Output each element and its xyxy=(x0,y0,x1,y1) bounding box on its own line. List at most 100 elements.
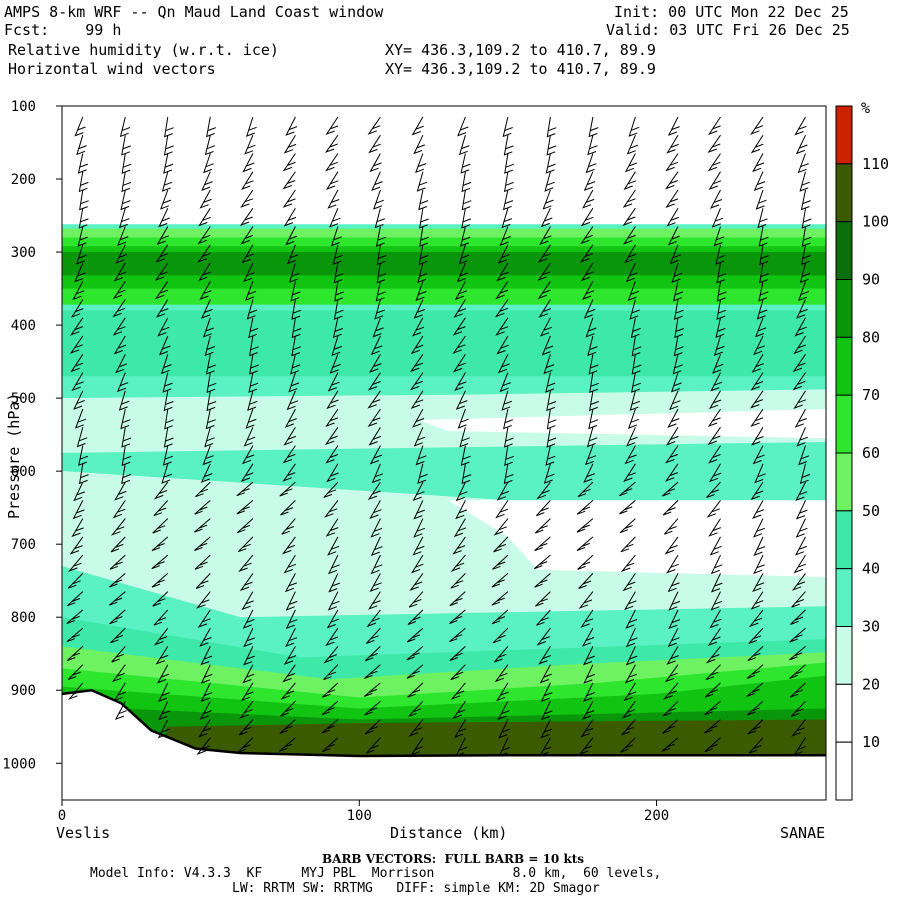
wind-barb xyxy=(238,719,254,736)
wind-barb xyxy=(801,208,812,229)
colorbar-swatch xyxy=(835,105,853,165)
wind-barb xyxy=(202,445,214,466)
wind-barb xyxy=(110,627,126,644)
wind-barb xyxy=(671,372,682,393)
wind-barb xyxy=(753,335,765,356)
y-tick-label: 100 xyxy=(11,99,36,115)
wind-barb xyxy=(121,445,132,466)
wind-barb xyxy=(622,189,636,208)
colorbar-swatch xyxy=(835,336,853,396)
wind-barb xyxy=(792,372,806,391)
wind-barb xyxy=(371,463,384,484)
colorbar-swatch xyxy=(835,221,853,281)
wind-barb xyxy=(622,207,636,227)
wind-barb xyxy=(284,573,297,593)
colorbar-tick-label: 10 xyxy=(862,733,880,751)
wind-barb xyxy=(664,664,679,683)
wind-barb xyxy=(236,481,254,497)
wind-barb xyxy=(545,153,556,174)
wind-barb xyxy=(77,153,88,174)
wind-barb xyxy=(409,372,424,391)
wind-barb xyxy=(751,500,765,519)
wind-barb xyxy=(67,573,84,589)
wind-barb xyxy=(708,171,722,190)
wind-barb xyxy=(580,244,594,263)
x-tick-label: 200 xyxy=(644,808,669,824)
wind-barb xyxy=(285,226,298,246)
wind-barb xyxy=(375,226,386,247)
wind-barb xyxy=(458,135,470,156)
wind-barb xyxy=(327,554,340,575)
wind-barb xyxy=(282,171,296,190)
wind-barb xyxy=(204,135,216,156)
wind-barb xyxy=(540,700,553,721)
wind-barb xyxy=(620,737,636,753)
wind-barb xyxy=(580,262,594,282)
wind-barb xyxy=(798,281,810,302)
y-tick-label: 1000 xyxy=(2,756,36,772)
wind-barb xyxy=(460,445,471,466)
colorbar-swatch xyxy=(835,394,853,454)
wind-barb xyxy=(503,427,514,448)
wind-barb xyxy=(664,536,679,555)
wind-barb xyxy=(72,500,85,520)
wind-barb xyxy=(539,317,552,337)
wind-barb xyxy=(407,609,424,625)
wind-barb xyxy=(794,536,807,556)
wind-barb xyxy=(282,664,296,683)
wind-barb xyxy=(112,281,126,300)
wind-barb xyxy=(450,664,466,681)
wind-barb xyxy=(793,335,806,355)
wind-barb xyxy=(454,719,467,738)
wind-barb xyxy=(278,737,296,752)
wind-barb xyxy=(285,591,298,611)
wind-barb xyxy=(417,463,428,484)
wind-barb xyxy=(753,536,766,557)
wind-barb xyxy=(333,262,344,284)
wind-barb xyxy=(76,244,87,265)
wind-barb xyxy=(412,317,425,337)
wind-barb xyxy=(199,281,212,300)
wind-barb xyxy=(156,226,169,246)
wind-barb xyxy=(249,354,259,375)
wind-barb xyxy=(497,244,510,264)
wind-barb xyxy=(194,536,211,551)
wind-barb xyxy=(370,536,383,557)
wind-barb xyxy=(285,609,298,630)
wind-barb xyxy=(283,646,297,665)
colorbar-unit: % xyxy=(861,99,871,117)
wind-barb xyxy=(283,207,297,227)
wind-barb xyxy=(496,262,509,282)
wind-barb xyxy=(707,445,721,464)
wind-barb xyxy=(493,518,509,536)
wind-barb xyxy=(795,518,808,538)
wind-barb xyxy=(199,627,212,647)
wind-barb xyxy=(716,262,727,284)
wind-barb xyxy=(69,335,84,354)
wind-barb xyxy=(625,646,638,666)
wind-barb xyxy=(709,189,723,209)
wind-barb xyxy=(406,664,424,679)
wind-barb xyxy=(748,737,764,754)
wind-barb xyxy=(366,627,381,644)
wind-barb xyxy=(406,627,424,643)
wind-barb xyxy=(499,226,511,246)
wind-barb xyxy=(624,664,637,684)
wind-barb xyxy=(197,244,211,263)
wind-barb xyxy=(413,518,425,538)
wind-barb xyxy=(367,408,381,428)
wind-barb xyxy=(153,627,169,646)
wind-barb xyxy=(497,700,510,721)
wind-barb xyxy=(153,500,169,517)
wind-barb xyxy=(537,281,551,300)
wind-barb xyxy=(154,262,169,281)
wind-barb xyxy=(417,262,428,284)
colorbar-swatch xyxy=(835,163,853,223)
wind-barb xyxy=(750,116,764,135)
wind-barb xyxy=(203,153,214,174)
wind-barb xyxy=(795,500,808,520)
wind-barb xyxy=(748,609,764,628)
wind-barb xyxy=(619,481,636,497)
wind-barb xyxy=(581,627,595,647)
wind-barb xyxy=(240,682,254,702)
